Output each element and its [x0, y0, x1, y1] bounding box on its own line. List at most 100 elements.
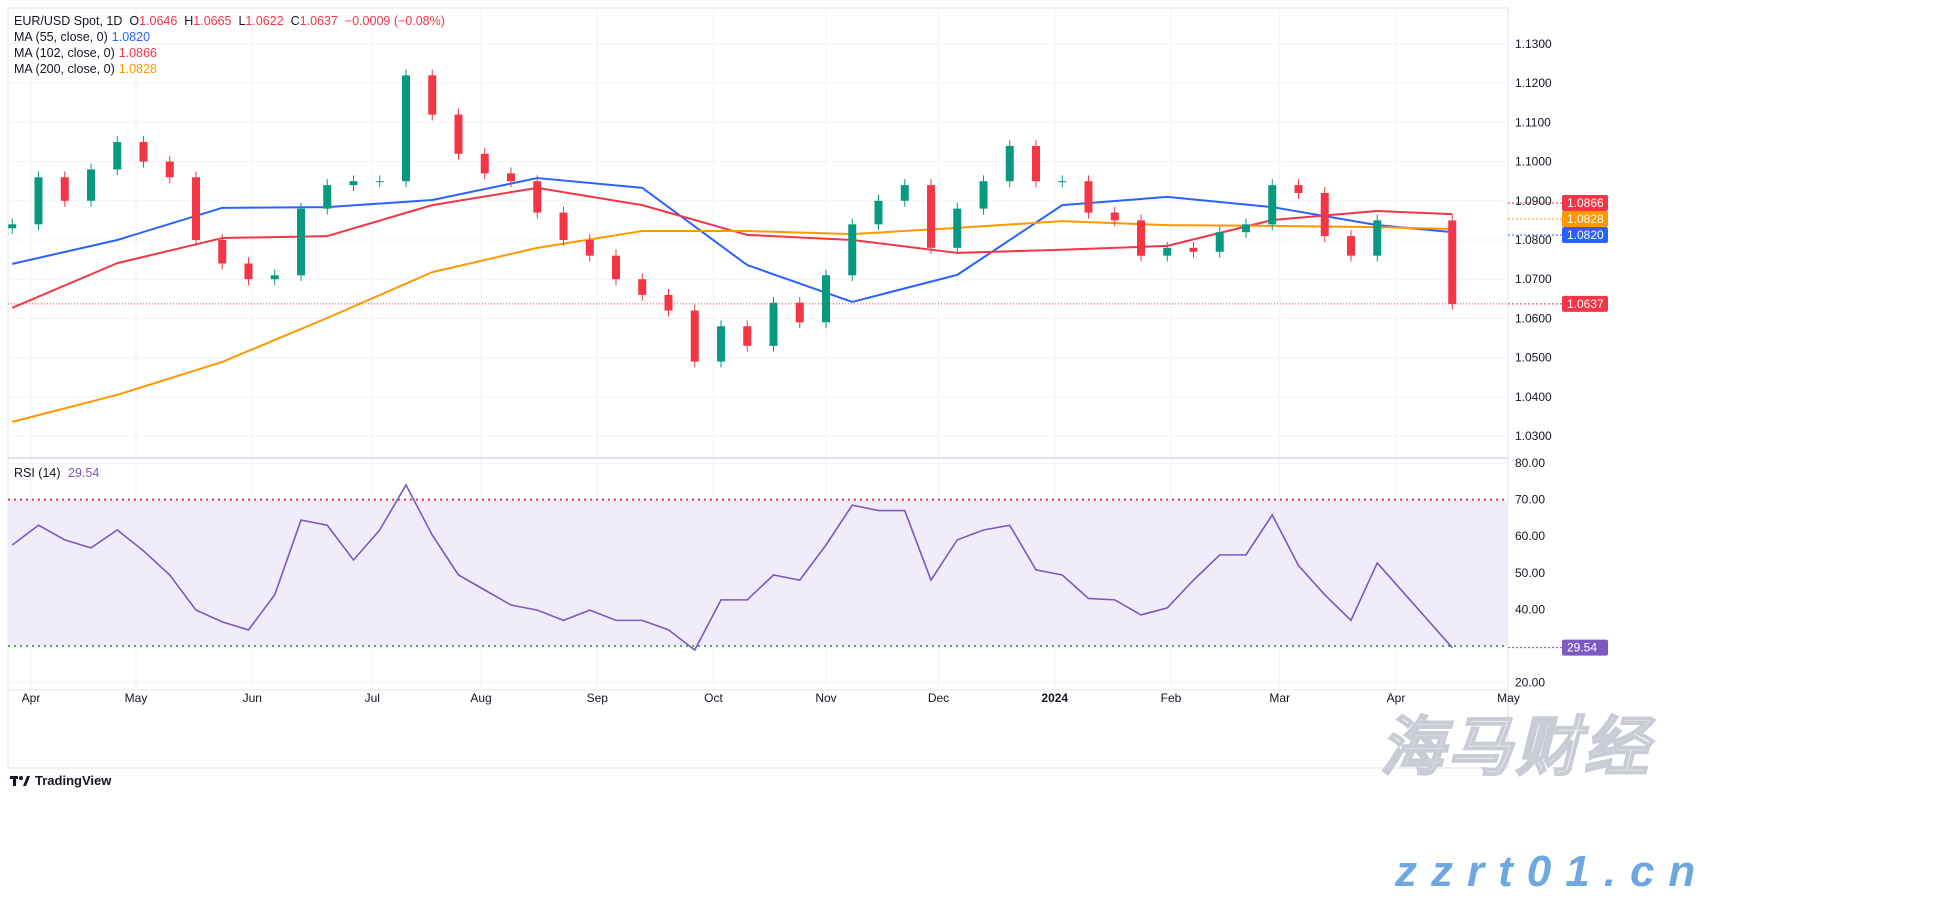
price-tick-label: 1.1000 [1515, 155, 1552, 169]
ohlc-line: EUR/USD Spot, 1D O1.0646 H1.0665 L1.0622… [14, 13, 445, 29]
candle-body [822, 275, 830, 323]
ma-line-0 [12, 177, 1453, 303]
ma200-legend[interactable]: MA (200, close, 0) 1.0828 [14, 61, 445, 77]
candle-body [717, 326, 725, 362]
candle-body [270, 275, 279, 280]
price-tick-label: 1.1200 [1515, 76, 1552, 90]
candle-body [375, 181, 384, 183]
watermark-logo: 海马财经 [1379, 711, 1652, 783]
candle-body [1058, 181, 1067, 183]
candle-body [953, 208, 962, 248]
candle-body [874, 200, 883, 225]
rsi-tick-label: 50.00 [1515, 566, 1545, 580]
candle-body [244, 263, 253, 280]
price-tick-label: 1.1100 [1515, 115, 1551, 129]
time-tick-label: Aug [470, 691, 491, 705]
candle-body [428, 75, 437, 115]
candle-body [638, 279, 647, 295]
time-tick-label: Jun [243, 691, 262, 705]
candle-body [454, 114, 463, 154]
candle-body [769, 302, 778, 346]
candle-body [612, 255, 620, 280]
close-label: C [290, 14, 300, 28]
candle-body [585, 240, 594, 256]
symbol-title: EUR/USD Spot, 1D [14, 14, 123, 28]
ma102-legend[interactable]: MA (102, close, 0) 1.0866 [14, 45, 445, 61]
ma102-price-tag-text: 1.0866 [1567, 196, 1604, 210]
candle-body [87, 169, 95, 201]
ma102-value: 1.0866 [118, 46, 157, 60]
candle-body [1320, 192, 1329, 237]
candle-body [402, 75, 410, 182]
time-tick-label: Jul [365, 691, 380, 705]
candle-body [165, 161, 174, 178]
price-tick-label: 1.0300 [1515, 429, 1552, 443]
ma55-legend[interactable]: MA (55, close, 0) 1.0820 [14, 29, 445, 45]
time-tick-label: Dec [928, 691, 949, 705]
candle-body [1110, 212, 1119, 221]
rsi-value: 29.54 [68, 466, 100, 480]
change-value: −0.0009 (−0.08%) [344, 14, 445, 28]
rsi-legend[interactable]: RSI (14) 29.54 [14, 466, 99, 480]
ma-line-1 [11, 186, 1453, 309]
candle-body [664, 294, 673, 311]
axes: 1.1300 1.1200 1.1100 1.1000 1.0900 1.0800 1.07… [8, 37, 1608, 705]
candle-body [192, 177, 200, 240]
tradingview-icon [10, 775, 30, 786]
rsi-tick-label: 40.00 [1515, 602, 1545, 616]
rsi-tick-label: 20.00 [1515, 676, 1545, 690]
rsi-value-tag [1562, 639, 1608, 656]
candle-body [1347, 236, 1355, 256]
tradingview-logo[interactable]: TradingView [10, 773, 111, 788]
time-tick-label: Mar [1269, 691, 1290, 705]
candles [8, 69, 1457, 368]
ma-line-2 [12, 220, 1453, 423]
candle-body [297, 208, 305, 276]
price-legend: EUR/USD Spot, 1D O1.0646 H1.0665 L1.0622… [14, 13, 445, 77]
open-value: 1.0646 [139, 14, 178, 28]
low-value: 1.0622 [245, 14, 284, 28]
candle-body [323, 185, 332, 209]
candle-body [848, 224, 857, 276]
rsi-pane [11, 483, 1453, 652]
ma200-value: 1.0828 [118, 62, 157, 76]
candle-body [743, 326, 752, 346]
high-label: H [184, 14, 194, 28]
time-tick-label: Apr [22, 691, 41, 705]
candle-body [139, 142, 148, 162]
price-tick-label: 1.0500 [1515, 351, 1552, 365]
candle-body [900, 185, 909, 201]
ma200-price-tag-text: 1.0828 [1567, 212, 1604, 226]
candle-body [1448, 220, 1457, 304]
price-tick-label: 1.0600 [1515, 311, 1552, 325]
moving-average-lines [11, 177, 1453, 423]
candle-body [1005, 145, 1014, 182]
candle-body [1215, 232, 1224, 252]
open-label: O [129, 14, 140, 28]
candle-body [1032, 145, 1040, 182]
candle-body [349, 181, 358, 186]
candle-body [480, 153, 489, 174]
candle-body [218, 240, 227, 264]
last-price-tag [1562, 295, 1608, 312]
candle-body [1189, 247, 1198, 252]
tradingview-label: TradingView [35, 773, 112, 788]
candle-body [690, 310, 699, 362]
time-tick-label: May [125, 691, 148, 705]
last-price-tag-text: 1.0637 [1567, 297, 1604, 311]
time-tick-label: 2024 [1041, 691, 1068, 705]
high-value: 1.0665 [193, 14, 232, 28]
candle-body [559, 212, 568, 240]
ma200-label: MA (200, close, 0) [14, 62, 115, 76]
candle-body [1268, 185, 1277, 225]
candle-body [1137, 220, 1145, 256]
candle-body [1084, 181, 1093, 213]
candle-body [34, 177, 43, 225]
time-tick-label: Feb [1161, 691, 1182, 705]
ma55-value: 1.0820 [111, 30, 151, 44]
rsi-value-tag-text: 29.54 [1567, 641, 1597, 655]
price-tick-label: 1.0800 [1515, 233, 1552, 247]
rsi-label: RSI (14) [14, 466, 61, 480]
time-tick-label: Sep [587, 691, 609, 705]
